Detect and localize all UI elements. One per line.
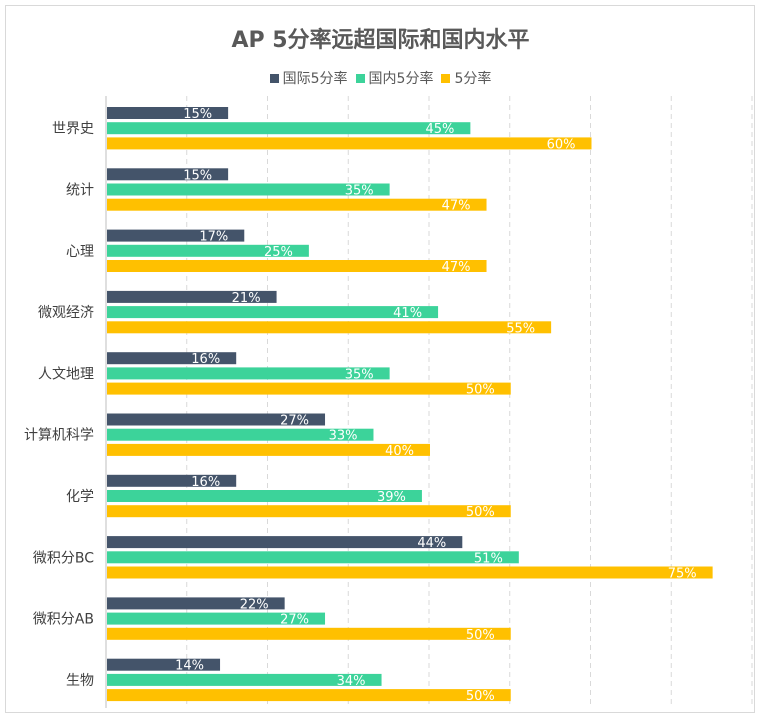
data-label: 34% bbox=[337, 674, 366, 689]
bar-2 bbox=[107, 566, 713, 579]
data-label: 39% bbox=[377, 490, 406, 505]
data-label: 50% bbox=[466, 383, 495, 398]
data-label: 45% bbox=[425, 122, 454, 137]
bar-1 bbox=[107, 244, 309, 257]
data-label: 41% bbox=[393, 306, 422, 321]
category-label: 心理 bbox=[66, 244, 94, 260]
chart-title: AP 5分率远超国际和国内水平 bbox=[231, 28, 530, 53]
bar-0 bbox=[107, 168, 229, 181]
data-label: 16% bbox=[191, 352, 220, 367]
data-label: 27% bbox=[280, 613, 309, 628]
data-label: 25% bbox=[264, 245, 293, 260]
data-label: 51% bbox=[474, 551, 503, 566]
data-label: 35% bbox=[345, 367, 374, 382]
category-label: 化学 bbox=[66, 489, 94, 505]
bar-1 bbox=[107, 428, 374, 441]
bar-2 bbox=[107, 443, 430, 456]
bar-2 bbox=[107, 137, 592, 150]
category-label: 生物 bbox=[66, 673, 94, 689]
data-label: 15% bbox=[183, 168, 212, 183]
bar-2 bbox=[107, 627, 511, 640]
data-label: 50% bbox=[466, 505, 495, 520]
bar-2 bbox=[107, 198, 487, 211]
data-label: 16% bbox=[191, 475, 220, 490]
bar-0 bbox=[107, 597, 285, 610]
bar-1 bbox=[107, 551, 519, 564]
category-label: 微积分AB bbox=[33, 612, 94, 628]
bar-1 bbox=[107, 612, 326, 625]
data-label: 33% bbox=[329, 429, 358, 444]
bar-1 bbox=[107, 183, 390, 196]
category-label: 微积分BC bbox=[33, 550, 94, 566]
legend-label-0: 国际5分率 bbox=[282, 71, 348, 87]
legend-label-1: 国内5分率 bbox=[368, 71, 434, 87]
category-label: 统计 bbox=[66, 183, 94, 199]
category-label: 世界史 bbox=[52, 121, 94, 137]
bar-0 bbox=[107, 658, 221, 671]
legend-swatch-0 bbox=[269, 73, 279, 83]
bar-1 bbox=[107, 306, 439, 319]
bar-0 bbox=[107, 352, 237, 365]
category-label: 计算机科学 bbox=[24, 428, 94, 444]
legend-label-2: 5分率 bbox=[454, 71, 492, 87]
legend-item-2: 5分率 bbox=[441, 68, 491, 88]
bar-1 bbox=[107, 122, 471, 135]
data-label: 22% bbox=[240, 597, 269, 612]
data-label: 44% bbox=[417, 536, 446, 551]
bar-2 bbox=[107, 260, 487, 272]
legend-item-0: 国际5分率 bbox=[269, 68, 348, 88]
category-label: 微观经济 bbox=[38, 305, 94, 321]
data-label: 60% bbox=[547, 137, 576, 152]
bar-2 bbox=[107, 382, 511, 395]
bar-0 bbox=[107, 290, 277, 303]
bar-0 bbox=[107, 107, 229, 119]
bar-0 bbox=[107, 413, 326, 426]
data-label: 50% bbox=[466, 628, 495, 643]
data-label: 40% bbox=[385, 444, 414, 459]
data-label: 27% bbox=[280, 414, 309, 429]
data-label: 47% bbox=[442, 260, 471, 275]
bar-0 bbox=[107, 536, 463, 549]
bar-0 bbox=[107, 474, 237, 487]
data-label: 50% bbox=[466, 689, 495, 704]
bar-1 bbox=[107, 490, 422, 502]
bar-0 bbox=[107, 229, 245, 242]
chart-legend: 国际5分率 国内5分率 5分率 bbox=[0, 68, 761, 88]
legend-swatch-2 bbox=[441, 73, 451, 83]
data-label: 17% bbox=[199, 230, 228, 245]
legend-item-1: 国内5分率 bbox=[355, 68, 434, 88]
data-label: 21% bbox=[232, 291, 261, 306]
category-label: 人文地理 bbox=[38, 366, 94, 382]
bar-2 bbox=[107, 689, 511, 702]
data-label: 15% bbox=[183, 107, 212, 122]
data-label: 75% bbox=[668, 567, 697, 582]
bar-2 bbox=[107, 505, 511, 518]
bar-1 bbox=[107, 367, 390, 380]
data-label: 55% bbox=[506, 321, 535, 336]
data-label: 14% bbox=[175, 659, 204, 674]
data-label: 35% bbox=[345, 184, 374, 199]
bar-2 bbox=[107, 321, 552, 334]
bar-1 bbox=[107, 673, 382, 686]
data-label: 47% bbox=[442, 199, 471, 214]
legend-swatch-1 bbox=[355, 73, 365, 83]
